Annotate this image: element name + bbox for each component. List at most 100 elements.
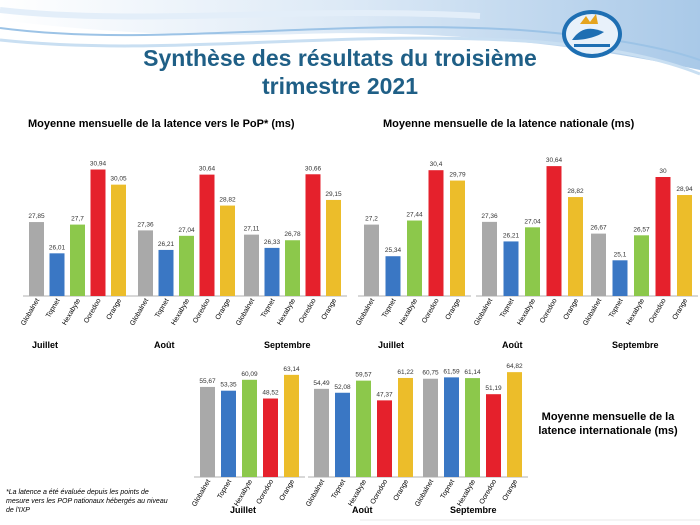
data-label: 27,44 bbox=[406, 212, 423, 219]
bar-orange-juillet bbox=[284, 374, 299, 477]
group-label-juillet: Juillet bbox=[378, 340, 404, 350]
data-label: 25,1 bbox=[614, 251, 627, 258]
bar-ooredoo-septembre bbox=[655, 177, 671, 296]
data-label: 27,85 bbox=[28, 213, 45, 220]
category-tick-label: Topnet bbox=[260, 297, 277, 319]
category-tick-label: Ooredoo bbox=[479, 478, 499, 505]
category-tick-label: Hexabyte bbox=[516, 297, 537, 326]
category-tick-label: Globalnet bbox=[235, 297, 256, 326]
category-tick-label: Topnet bbox=[154, 297, 171, 319]
data-label: 29,79 bbox=[449, 172, 466, 179]
data-label: 27,2 bbox=[365, 216, 378, 223]
data-label: 61,59 bbox=[443, 368, 460, 375]
data-label: 61,14 bbox=[464, 369, 481, 376]
data-label: 64,82 bbox=[506, 363, 523, 370]
bar-hexabyte-juillet bbox=[70, 224, 85, 296]
bar-orange-juillet bbox=[450, 180, 465, 296]
data-label: 28,82 bbox=[567, 188, 584, 195]
category-tick-label: Globalnet bbox=[129, 297, 150, 326]
category-tick-label: Orange bbox=[392, 478, 410, 502]
data-label: 29,15 bbox=[325, 191, 342, 198]
bar-orange-septembre bbox=[326, 199, 341, 296]
data-label: 48,52 bbox=[262, 390, 279, 397]
data-label: 30,66 bbox=[305, 165, 322, 172]
data-label: 30,64 bbox=[546, 157, 563, 164]
data-label: 28,94 bbox=[676, 186, 693, 193]
category-tick-label: Orange bbox=[214, 297, 232, 321]
bar-topnet-août bbox=[335, 392, 350, 477]
bar-orange-septembre bbox=[677, 195, 692, 296]
data-label: 26,21 bbox=[503, 232, 520, 239]
group-label-septembre: Septembre bbox=[612, 340, 659, 350]
category-tick-label: Ooredoo bbox=[83, 297, 103, 324]
category-tick-label: Globalnet bbox=[305, 478, 326, 507]
bar-topnet-juillet bbox=[49, 253, 65, 296]
group-label-août: Août bbox=[502, 340, 523, 350]
category-tick-label: Globalnet bbox=[414, 478, 435, 507]
category-tick-label: Orange bbox=[278, 478, 296, 502]
data-label: 30,4 bbox=[430, 161, 443, 168]
category-tick-label: Ooredoo bbox=[370, 478, 390, 505]
data-label: 61,22 bbox=[397, 369, 414, 376]
data-label: 27,04 bbox=[178, 227, 195, 234]
category-tick-label: Globalnet bbox=[582, 297, 603, 326]
chart-title-pop-latency: Moyenne mensuelle de la latence vers le … bbox=[28, 118, 295, 130]
category-tick-label: Orange bbox=[671, 297, 689, 321]
national-latency-chart: 27,2 Globalnet 25,34 Topnet 27,44 Hexabyte 30,… bbox=[355, 157, 698, 350]
page-title-line-2: trimestre 2021 bbox=[262, 73, 418, 99]
data-label: 51,19 bbox=[485, 385, 502, 392]
category-tick-label: Orange bbox=[320, 297, 338, 321]
data-label: 27,7 bbox=[71, 216, 84, 223]
category-tick-label: Topnet bbox=[440, 478, 457, 500]
category-tick-label: Orange bbox=[501, 478, 519, 502]
category-tick-label: Hexabyte bbox=[625, 297, 646, 326]
category-tick-label: Orange bbox=[444, 297, 462, 321]
data-label: 47,37 bbox=[376, 391, 393, 398]
group-label-août: Août bbox=[154, 340, 175, 350]
group-label-septembre: Septembre bbox=[450, 505, 497, 515]
data-label: 26,67 bbox=[590, 225, 607, 232]
category-tick-label: Orange bbox=[562, 297, 580, 321]
bar-ooredoo-septembre bbox=[305, 174, 321, 296]
bar-globalnet-septembre bbox=[244, 234, 259, 296]
bar-hexabyte-août bbox=[356, 380, 371, 477]
category-tick-label: Topnet bbox=[331, 478, 348, 500]
category-tick-label: Globalnet bbox=[191, 478, 212, 507]
page-title-line-1: Synthèse des résultats du troisième bbox=[143, 45, 537, 71]
bar-hexabyte-août bbox=[179, 235, 194, 296]
data-label: 26,01 bbox=[49, 244, 66, 251]
data-label: 53,35 bbox=[220, 382, 237, 389]
category-tick-label: Ooredoo bbox=[539, 297, 559, 324]
data-label: 52,08 bbox=[334, 384, 351, 391]
bar-hexabyte-juillet bbox=[407, 220, 422, 296]
bar-hexabyte-août bbox=[525, 227, 540, 296]
bar-topnet-juillet bbox=[385, 256, 401, 296]
bar-topnet-août bbox=[158, 249, 174, 296]
data-label: 25,34 bbox=[385, 247, 402, 254]
data-label: 27,36 bbox=[481, 213, 498, 220]
group-label-août: Août bbox=[352, 505, 373, 515]
bar-globalnet-juillet bbox=[29, 222, 44, 296]
bar-orange-août bbox=[220, 205, 235, 296]
data-label: 28,82 bbox=[219, 197, 236, 204]
bar-ooredoo-septembre bbox=[486, 394, 501, 477]
group-label-juillet: Juillet bbox=[32, 340, 58, 350]
data-label: 55,67 bbox=[199, 378, 216, 385]
data-label: 27,04 bbox=[524, 218, 541, 225]
group-label-juillet: Juillet bbox=[230, 505, 256, 515]
bar-hexabyte-juillet bbox=[242, 379, 257, 477]
category-tick-label: Hexabyte bbox=[347, 478, 368, 507]
bar-ooredoo-juillet bbox=[90, 169, 106, 296]
category-tick-label: Globalnet bbox=[20, 297, 41, 326]
data-label: 54,49 bbox=[313, 380, 330, 387]
pop-latency-chart: 27,85 Globalnet 26,01 Topnet 27,7 Hexabyte 30,… bbox=[20, 161, 347, 350]
data-label: 26,57 bbox=[633, 226, 650, 233]
category-tick-label: Ooredoo bbox=[648, 297, 668, 324]
category-tick-label: Hexabyte bbox=[456, 478, 477, 507]
category-tick-label: Hexabyte bbox=[398, 297, 419, 326]
bar-ooredoo-juillet bbox=[263, 398, 278, 477]
data-label: 26,33 bbox=[264, 239, 281, 246]
category-tick-label: Hexabyte bbox=[276, 297, 297, 326]
bar-orange-août bbox=[398, 377, 413, 477]
